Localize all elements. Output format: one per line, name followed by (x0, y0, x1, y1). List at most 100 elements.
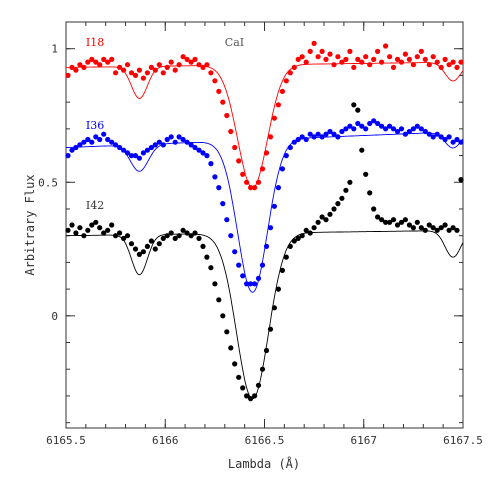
data-point (299, 134, 305, 140)
data-point (89, 56, 95, 63)
data-point (299, 233, 305, 239)
data-point (101, 230, 107, 236)
data-point (394, 222, 401, 228)
data-point (224, 217, 230, 223)
data-point (279, 88, 285, 94)
data-point (295, 235, 301, 241)
data-point (168, 230, 174, 236)
data-point (172, 67, 178, 73)
data-point (132, 246, 139, 252)
data-point (367, 62, 373, 68)
data-point (323, 217, 329, 223)
data-point (188, 59, 194, 65)
data-point (390, 217, 397, 223)
annotation-label: I18 (86, 36, 104, 49)
data-point (228, 233, 234, 239)
data-point (73, 144, 79, 151)
data-point (113, 70, 119, 76)
data-point (438, 134, 444, 140)
data-point (319, 214, 325, 220)
data-point (136, 67, 142, 73)
data-point (259, 262, 266, 268)
data-point (422, 56, 428, 63)
data-point (303, 227, 309, 233)
data-point (371, 118, 377, 124)
data-point (117, 144, 123, 151)
data-point (339, 59, 345, 65)
data-point (77, 142, 83, 148)
data-point (184, 139, 190, 145)
x-tick-label: 6167.5 (443, 434, 483, 447)
data-point (430, 54, 436, 60)
data-point (414, 54, 420, 60)
data-point (371, 206, 377, 212)
data-point (160, 235, 166, 241)
data-point (355, 56, 361, 63)
data-point (295, 136, 301, 143)
data-point (375, 214, 381, 220)
data-point (454, 64, 460, 70)
data-point (224, 329, 230, 335)
data-point (331, 206, 337, 212)
data-point (73, 67, 79, 73)
data-point (121, 147, 127, 153)
y-tick-label: 1 (51, 43, 58, 56)
data-point (212, 281, 218, 287)
data-point (275, 185, 281, 191)
data-point (121, 235, 127, 241)
data-point (271, 203, 277, 209)
data-point (216, 88, 222, 94)
data-point (200, 64, 206, 70)
data-point (287, 243, 293, 249)
data-point (442, 222, 448, 228)
data-point (121, 67, 127, 73)
data-point (93, 59, 99, 65)
data-point (81, 64, 87, 70)
data-point (351, 64, 357, 70)
data-point (176, 233, 182, 239)
data-point (168, 134, 174, 140)
data-point (124, 150, 131, 156)
data-point (446, 227, 452, 233)
data-point (442, 56, 448, 63)
data-point (144, 243, 150, 249)
data-point (97, 62, 103, 68)
data-point (263, 150, 270, 156)
data-point (208, 161, 214, 167)
data-point (196, 235, 202, 241)
data-point (434, 131, 440, 137)
data-point (128, 153, 135, 159)
data-point (390, 126, 397, 132)
data-point (216, 185, 222, 191)
data-point (291, 139, 297, 145)
data-point (307, 48, 313, 55)
data-point (248, 281, 254, 287)
data-point (267, 326, 274, 332)
data-point (184, 230, 190, 236)
data-point (446, 134, 452, 140)
data-point (124, 233, 131, 239)
data-point (339, 195, 345, 201)
data-point (124, 62, 131, 68)
data-point (418, 126, 424, 132)
data-point (430, 134, 436, 140)
data-point (208, 70, 214, 76)
data-point (220, 201, 226, 207)
data-point (140, 150, 146, 156)
data-point (204, 153, 210, 159)
tick-labels: 6165.5 6166 6166.5 6167 6167.5 0 0.5 1 (38, 43, 483, 447)
data-point (426, 131, 432, 137)
data-point (160, 142, 166, 148)
data-point (244, 179, 250, 185)
data-point (113, 233, 119, 239)
data-point (359, 59, 365, 65)
data-point (410, 225, 416, 231)
data-point (200, 243, 206, 249)
data-point (351, 126, 357, 132)
data-point (192, 56, 198, 63)
data-point (240, 171, 246, 177)
data-point (434, 227, 440, 233)
x-tick-label: 6165.5 (46, 434, 86, 447)
data-point (267, 225, 274, 231)
data-point (252, 185, 258, 191)
